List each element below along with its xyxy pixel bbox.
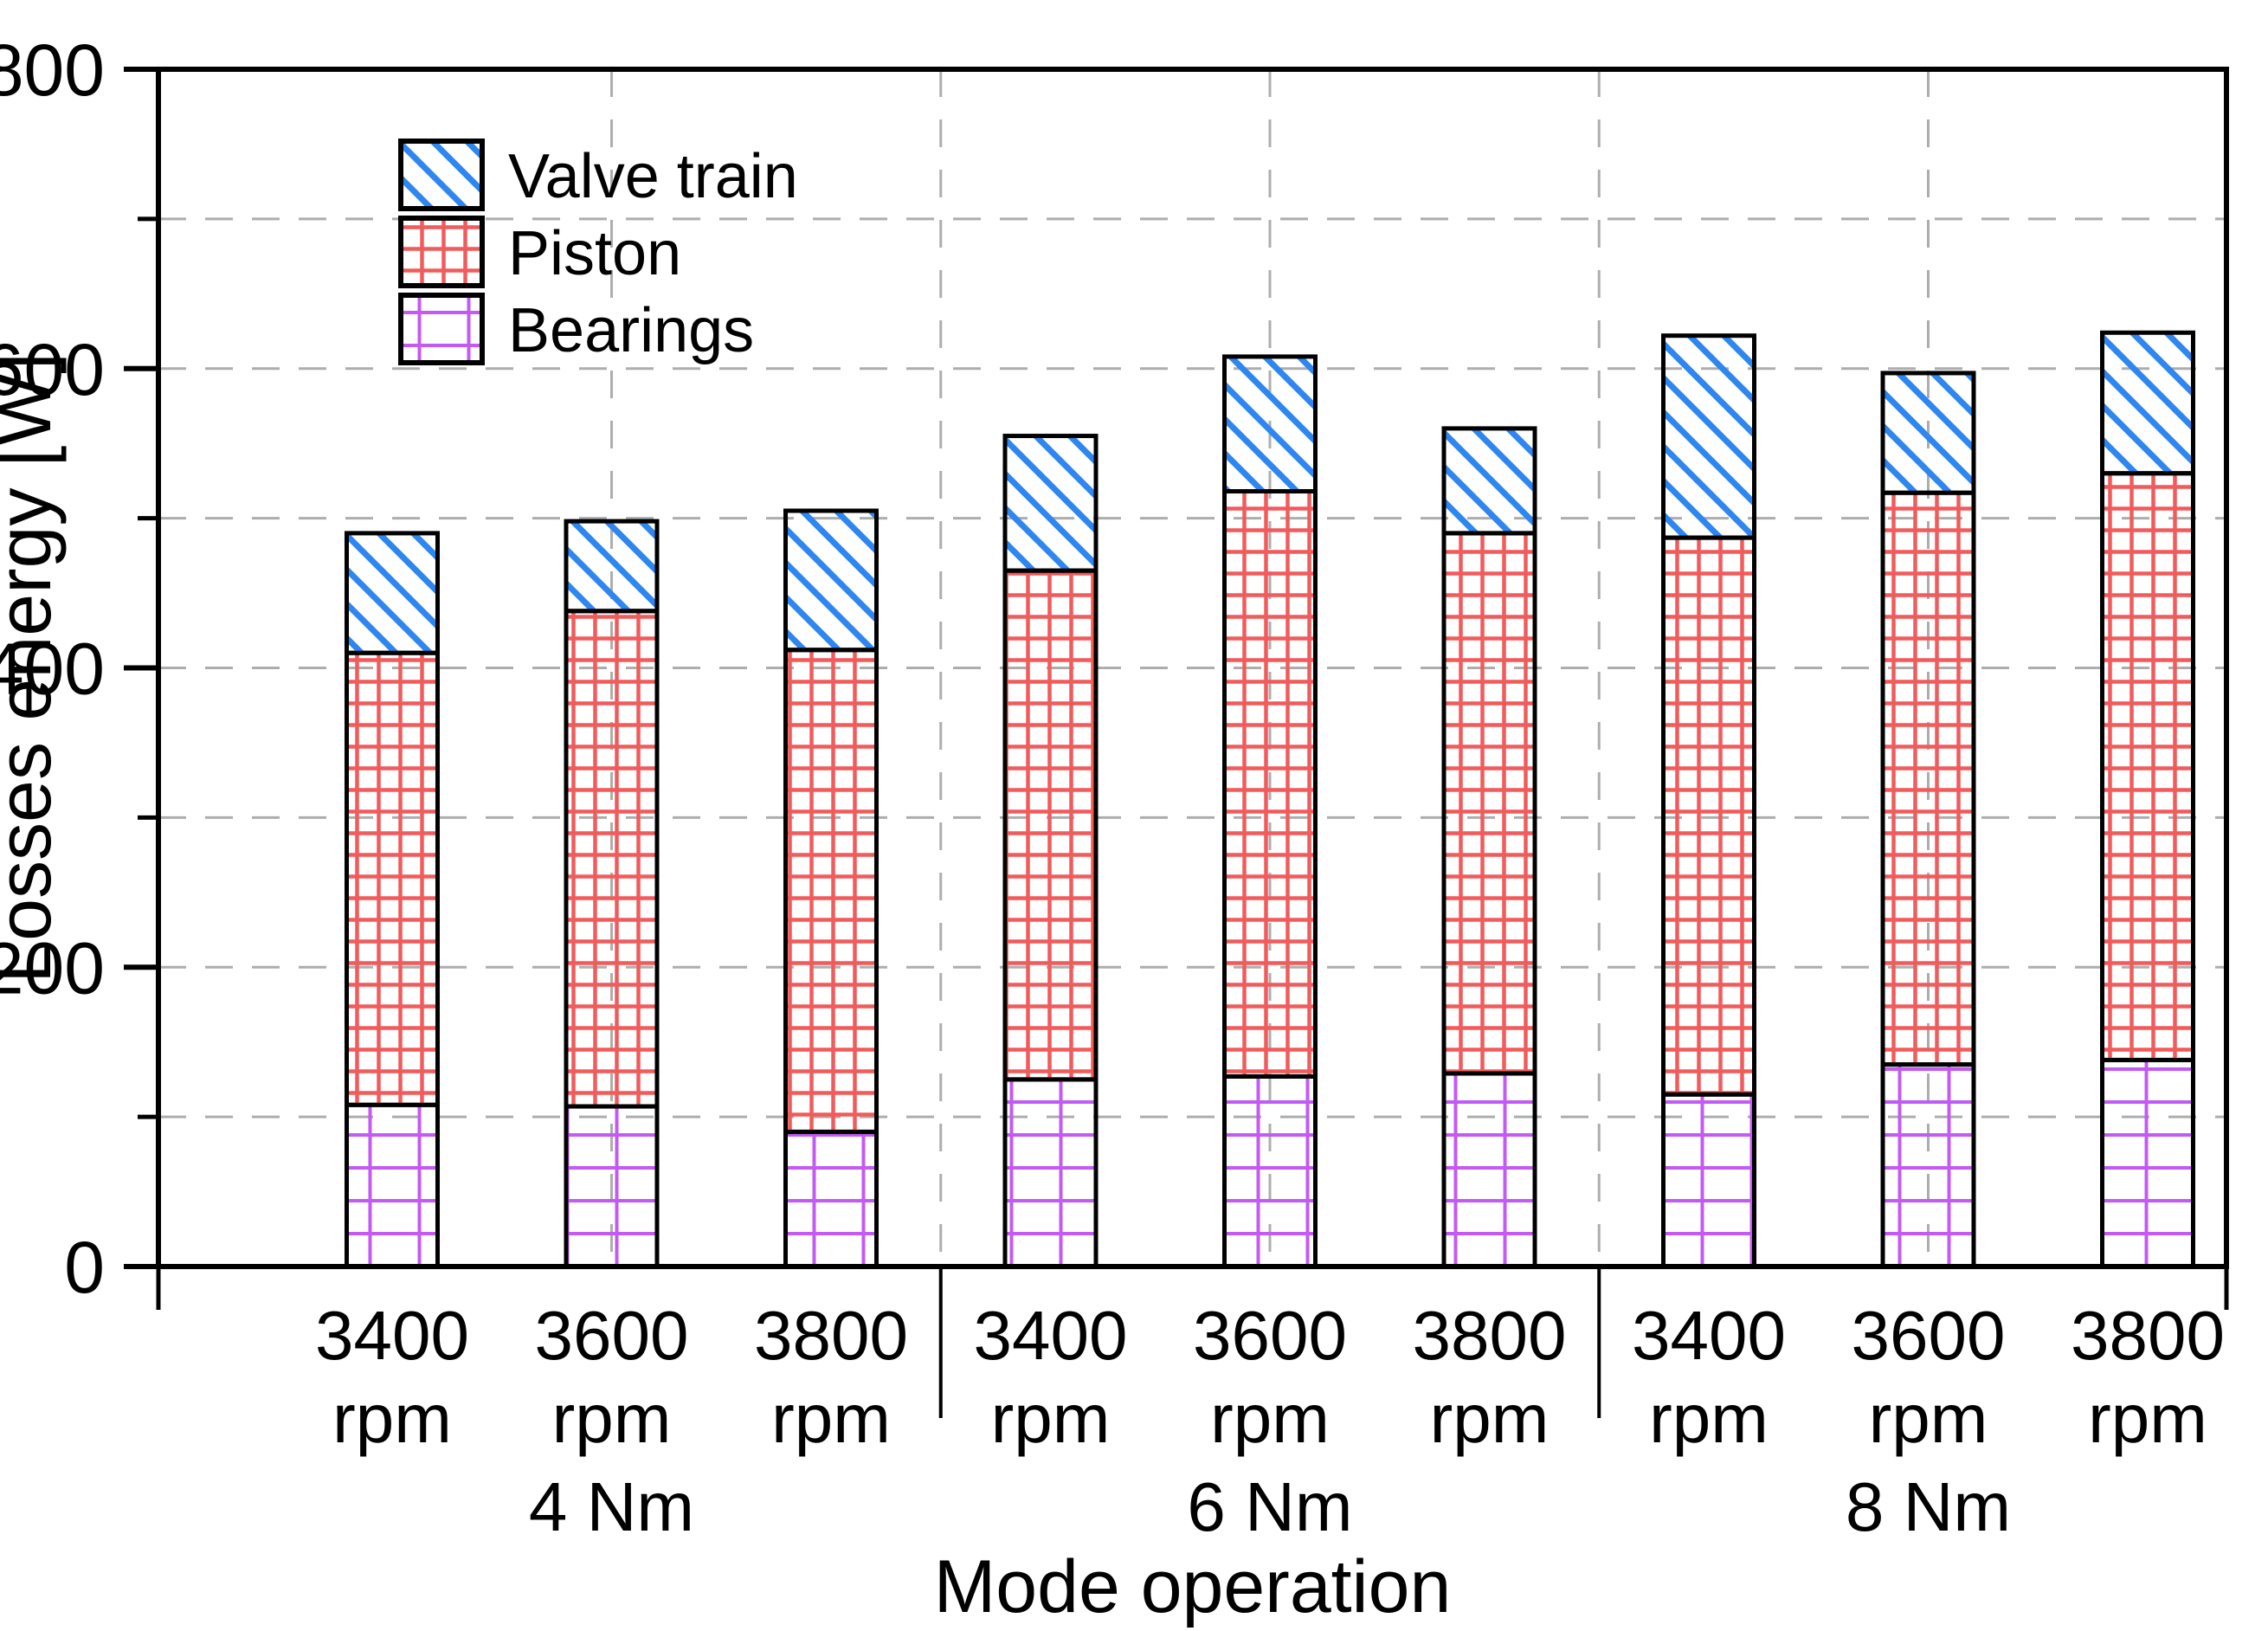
x-label-5: 3800 rpm <box>1413 1297 1567 1457</box>
legend-item-piston: Piston <box>398 216 681 288</box>
bar-segment-piston <box>345 650 440 1107</box>
legend-item-bearings: Bearings <box>398 293 754 365</box>
bar-3-3400rpm-6Nm <box>1002 434 1099 1269</box>
bar-segment-valve-train <box>783 508 879 653</box>
bar-segment-valve-train <box>1880 371 1976 495</box>
x-label-8: 3800 rpm <box>2071 1297 2225 1457</box>
legend-swatch-blue-diagonal <box>398 139 485 211</box>
y-tick-label-600: 600 <box>0 329 105 410</box>
x-label-4: 3600 rpm <box>1193 1297 1347 1457</box>
x-axis-title: Mode operation <box>934 1545 1452 1628</box>
bar-segment-bearings <box>1880 1062 1976 1269</box>
x-label-6: 3400 rpm <box>1632 1297 1786 1457</box>
x-label-3: 3400 rpm <box>974 1297 1128 1457</box>
bar-segment-bearings <box>345 1102 440 1269</box>
bar-segment-bearings <box>2100 1057 2195 1269</box>
bar-8-3800rpm-8Nm <box>2100 330 2195 1269</box>
bar-7-3600rpm-8Nm <box>1880 371 1976 1269</box>
bar-segment-bearings <box>1002 1077 1099 1269</box>
legend-label: Valve train <box>508 142 798 211</box>
x-label-1: 3600 rpm <box>535 1297 689 1457</box>
legend: Valve train Piston Bearings <box>398 139 798 365</box>
grid-lines <box>158 69 2226 1267</box>
bar-segment-piston <box>1222 489 1318 1079</box>
bar-4-3600rpm-6Nm <box>1222 354 1318 1269</box>
y-tick-label-200: 200 <box>0 927 105 1009</box>
bars <box>345 330 2195 1269</box>
bar-2-3800rpm-4Nm <box>783 508 879 1269</box>
y-tick-label-400: 400 <box>0 629 105 710</box>
legend-swatch-red-grid <box>398 216 485 288</box>
bar-segment-bearings <box>783 1129 879 1269</box>
y-ticks: 0 200 400 600 800 <box>0 29 158 1308</box>
bar-segment-valve-train <box>1661 333 1756 540</box>
bar-segment-piston <box>783 648 879 1134</box>
y-tick-label-0: 0 <box>64 1227 105 1308</box>
bar-segment-piston <box>1002 568 1099 1082</box>
bar-segment-valve-train <box>345 531 440 655</box>
bar-segment-bearings <box>564 1104 660 1269</box>
bar-5-3800rpm-6Nm <box>1441 426 1537 1269</box>
x-label-7: 3600 rpm <box>1852 1297 2006 1457</box>
bar-segment-valve-train <box>2100 330 2195 476</box>
legend-item-valve-train: Valve train <box>398 139 798 211</box>
group-label-8Nm: 8 Nm <box>1846 1468 2011 1545</box>
bar-segment-piston <box>1661 535 1756 1097</box>
y-tick-label-800: 800 <box>0 29 105 111</box>
bar-segment-piston <box>2100 471 2195 1062</box>
bar-segment-valve-train <box>1441 426 1537 536</box>
group-label-4Nm: 4 Nm <box>529 1468 694 1545</box>
bar-segment-piston <box>564 609 660 1109</box>
bar-segment-bearings <box>1222 1073 1318 1269</box>
legend-label: Bearings <box>508 296 754 365</box>
x-labels: 3400 rpm 3600 rpm 3800 rpm 3400 rpm 3600 rpm 3800 r… <box>315 1297 2225 1545</box>
bar-segment-piston <box>1441 531 1537 1076</box>
bar-1-3600rpm-4Nm <box>564 519 660 1269</box>
bar-0-3400rpm-4Nm <box>345 531 440 1269</box>
legend-label: Piston <box>508 219 681 288</box>
group-label-6Nm: 6 Nm <box>1187 1468 1352 1545</box>
bar-segment-piston <box>1880 490 1976 1067</box>
legend-swatch-violet-grid <box>398 293 485 365</box>
x-separators <box>156 1267 2229 1418</box>
bar-segment-valve-train <box>1222 354 1318 494</box>
bar-segment-valve-train <box>564 519 660 614</box>
x-label-0: 3400 rpm <box>315 1297 469 1457</box>
bar-6-3400rpm-8Nm <box>1661 333 1756 1269</box>
bar-segment-bearings <box>1661 1092 1756 1269</box>
y-axis-title: Losses energy [W] <box>0 352 67 983</box>
bar-segment-valve-train <box>1002 434 1099 573</box>
bar-segment-bearings <box>1441 1071 1537 1269</box>
x-label-2: 3800 rpm <box>754 1297 908 1457</box>
